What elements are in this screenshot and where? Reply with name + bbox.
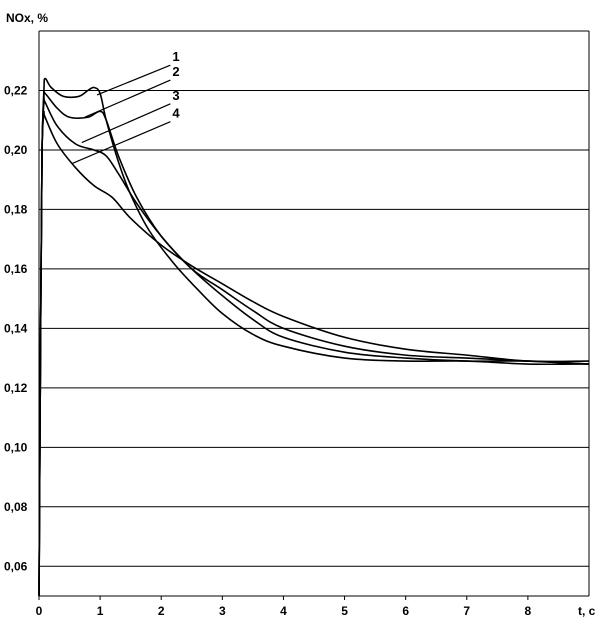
plot-frame (38, 30, 590, 597)
y-tick-labels: 0,06 0,08 0,10 0,12 0,14 0,16 0,18 0,20 0,22 (4, 83, 28, 573)
y-tick-label-4: 0,14 (4, 321, 28, 335)
y-tick-label-8: 0,22 (4, 83, 28, 97)
curve-label-2: 2 (172, 64, 179, 79)
x-tick-label-8: 8 (525, 604, 532, 618)
x-axis-label: t, c (578, 604, 596, 618)
curve-4 (38, 110, 590, 597)
curve-1 (38, 77, 590, 597)
callout-line-3 (81, 103, 171, 144)
y-tick-label-3: 0,12 (4, 381, 28, 395)
y-axis-label: NOx, % (6, 11, 48, 25)
x-tick-label-7: 7 (463, 604, 470, 618)
curve-label-1: 1 (172, 49, 179, 64)
curve-label-3: 3 (172, 88, 179, 103)
y-tick-label-2: 0,10 (4, 440, 28, 454)
x-tick-label-2: 2 (158, 604, 165, 618)
y-tick-label-7: 0,20 (4, 143, 28, 157)
curve-callouts: 12 3 4 (72, 49, 180, 164)
x-tick-labels: 0 1 2 3 4 5 6 7 8 (36, 596, 532, 618)
y-tick-label-0: 0,06 (4, 559, 28, 573)
y-tick-label-5: 0,16 (4, 262, 28, 276)
x-tick-label-4: 4 (280, 604, 287, 618)
y-tick-label-1: 0,08 (4, 500, 28, 514)
x-tick-label-3: 3 (219, 604, 226, 618)
x-tick-label-6: 6 (402, 604, 409, 618)
callout-line-2 (84, 79, 171, 118)
callout-line-1 (96, 64, 171, 96)
curve-2 (38, 89, 590, 597)
curve-label-4: 4 (172, 106, 180, 121)
curves (38, 77, 590, 597)
x-tick-label-0: 0 (36, 604, 43, 618)
y-tick-label-6: 0,18 (4, 202, 28, 216)
x-tick-label-1: 1 (97, 604, 104, 618)
x-tick-label-5: 5 (341, 604, 348, 618)
callout-line-4 (72, 121, 171, 164)
